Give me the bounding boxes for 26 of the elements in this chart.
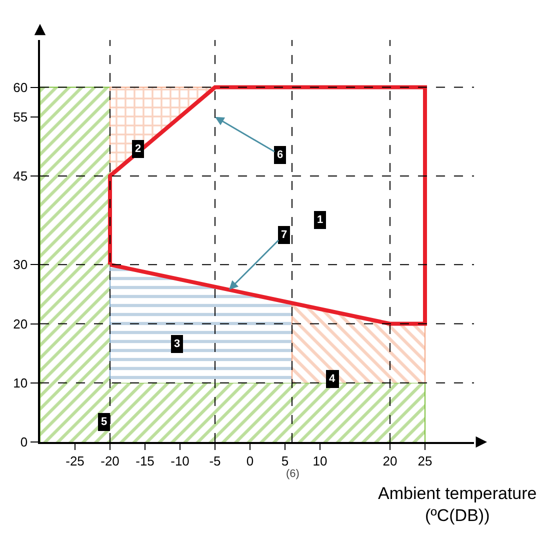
- x-tick-label: -5: [209, 453, 221, 468]
- y-tick-label: 55: [13, 109, 28, 124]
- y-tick-label: 0: [20, 434, 28, 450]
- x-axis-title: Ambient temperature (ºC(DB)): [378, 484, 537, 526]
- annotation: 3: [174, 338, 180, 350]
- x-tick-label: -10: [170, 453, 190, 468]
- x-tick-label: 5: [281, 453, 289, 468]
- y-tick-label: 30: [13, 257, 28, 272]
- y-tick-label: 60: [13, 80, 28, 95]
- ref-line-label: (6): [286, 468, 300, 480]
- x-tick-label: -20: [100, 453, 120, 468]
- x-tick-label: -15: [136, 453, 154, 468]
- annotation: 1: [317, 214, 324, 226]
- annotation: 5: [101, 416, 108, 428]
- y-tick-label: 10: [13, 375, 28, 390]
- annotation: 2: [135, 143, 142, 155]
- annotation: 7: [281, 229, 288, 241]
- y-tick-label: 45: [13, 168, 28, 184]
- x-tick-label: 0: [246, 453, 254, 468]
- annotation: 6: [277, 149, 284, 161]
- annotation: 4: [329, 373, 336, 385]
- x-tick-label: 20: [382, 453, 398, 468]
- x-tick-label: -25: [66, 453, 84, 468]
- x-tick-label: 10: [312, 453, 328, 468]
- y-tick-label: 20: [13, 316, 28, 332]
- x-tick-label: 25: [418, 453, 432, 468]
